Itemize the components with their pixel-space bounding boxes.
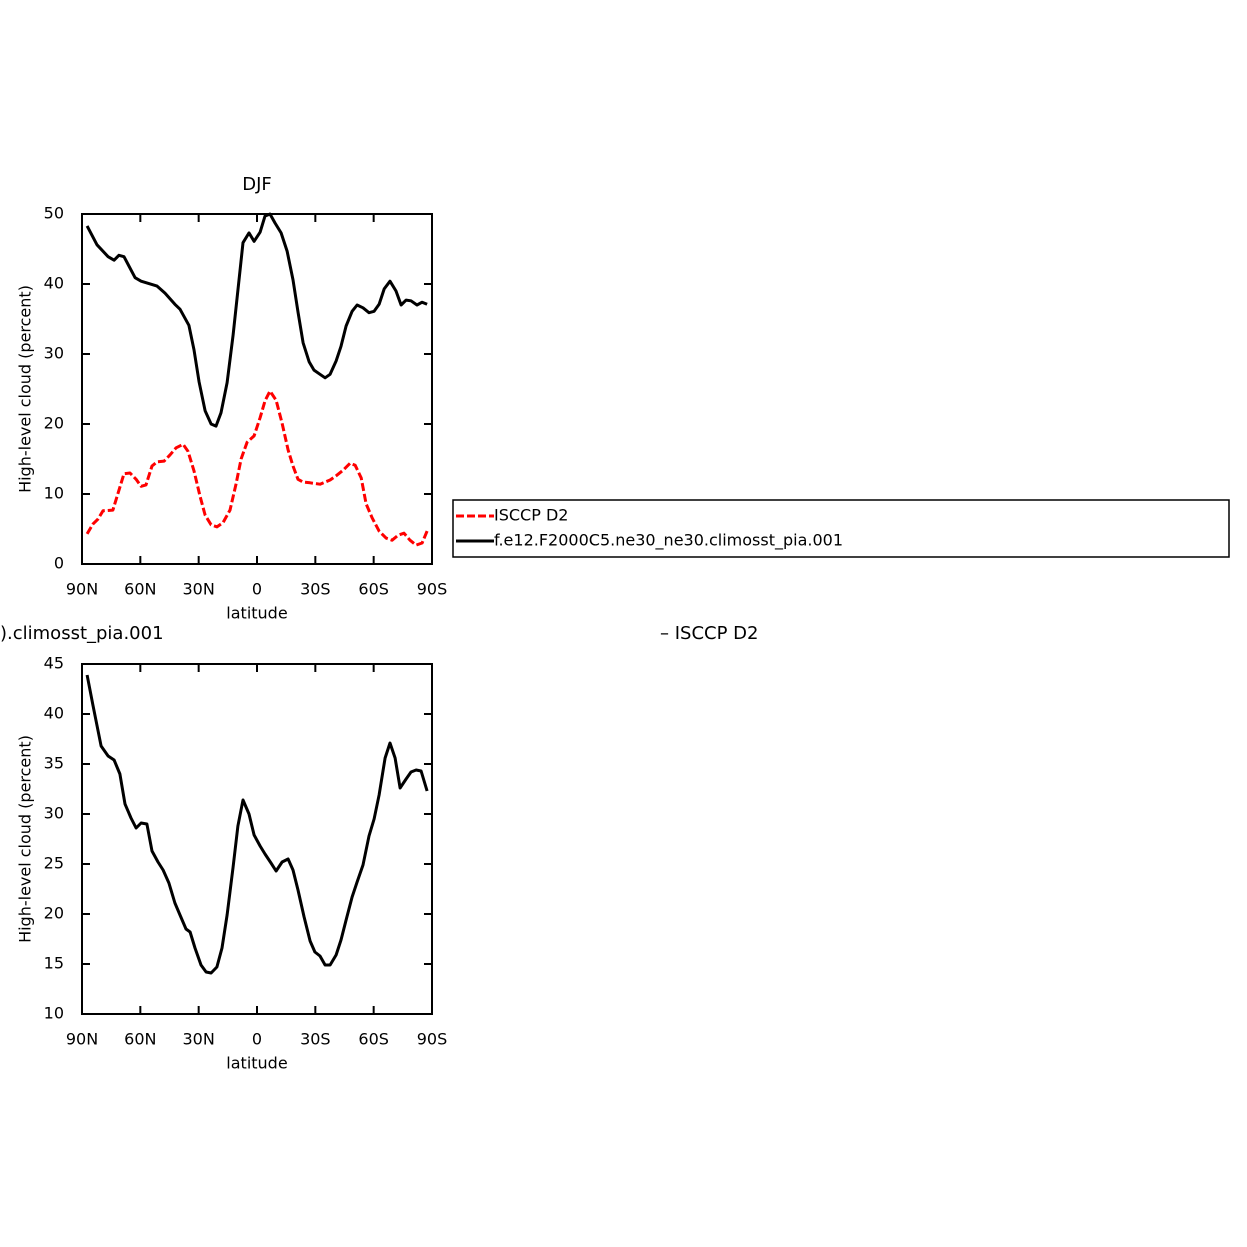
x-tick-label: 60S [358,1030,389,1049]
x-axis-label: latitude [226,604,287,623]
x-tick-label: 60N [124,1030,156,1049]
y-tick-label: 10 [44,1004,64,1023]
x-tick-label: 30S [300,1030,331,1049]
x-tick-label: 30N [183,1030,215,1049]
chart-title: ).climosst_pia.001 [0,623,164,644]
x-tick-label: 30N [183,580,215,599]
y-tick-label: 20 [44,414,64,433]
y-tick-label: 40 [44,704,64,723]
y-tick-label: 10 [44,484,64,503]
data-line [85,674,429,975]
legend-label: ISCCP D2 [494,506,568,525]
plot-frame [81,213,433,565]
y-axis-label: High-level cloud (percent) [16,285,35,493]
y-tick-label: 45 [44,654,64,673]
legend-box [452,499,1230,558]
x-tick-label: 0 [252,1030,262,1049]
legend-label: f.e12.F2000C5.ne30_ne30.climosst_pia.001 [494,531,843,551]
x-tick-label: 90S [417,580,448,599]
y-axis-label: High-level cloud (percent) [16,735,35,943]
y-tick-label: 50 [44,204,64,223]
y-tick-label: 30 [44,344,64,363]
y-tick-label: 35 [44,754,64,773]
chart-title: DJF [242,174,272,195]
x-tick-label: 90N [66,580,98,599]
x-tick-label: 0 [252,580,262,599]
y-tick-label: 40 [44,274,64,293]
x-tick-label: 60S [358,580,389,599]
y-tick-label: 30 [44,804,64,823]
y-tick-label: 15 [44,954,64,973]
y-tick-label: 0 [54,554,64,573]
plot-frame [81,663,433,1015]
x-axis-label: latitude [226,1054,287,1073]
x-tick-label: 30S [300,580,331,599]
data-line [85,212,428,428]
x-tick-label: 60N [124,580,156,599]
x-tick-label: 90S [417,1030,448,1049]
y-tick-label: 20 [44,904,64,923]
data-line [85,389,429,547]
y-tick-label: 25 [44,854,64,873]
annotation: – ISCCP D2 [660,623,758,644]
x-tick-label: 90N [66,1030,98,1049]
